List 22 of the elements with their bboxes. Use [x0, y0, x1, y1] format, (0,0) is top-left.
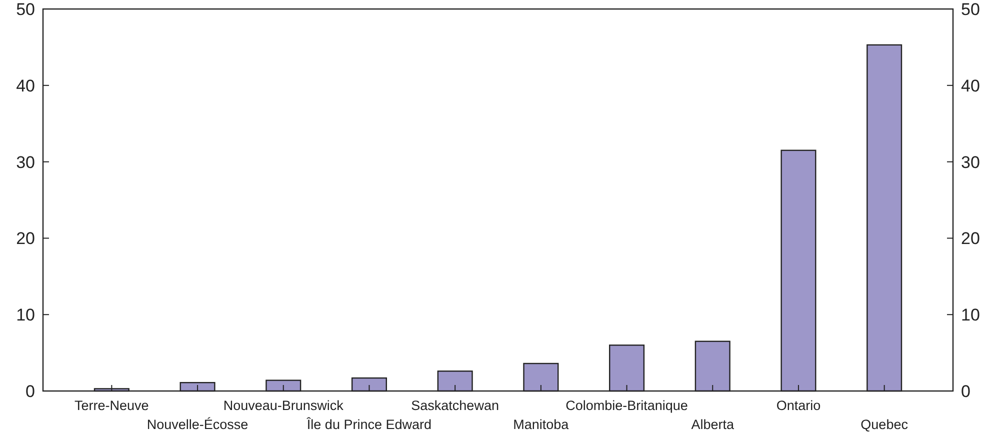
x-tick-label: Colombie-Britanique	[566, 398, 688, 413]
y2-tick-label: 20	[961, 229, 980, 248]
y2-tick-label: 30	[961, 152, 980, 172]
y2-tick-label: 10	[961, 306, 980, 325]
y-tick-label: 0	[26, 382, 35, 401]
y-tick-label: 50	[16, 0, 35, 19]
y2-tick-label: 40	[961, 76, 980, 96]
x-tick-label: Terre-Neuve	[74, 398, 149, 413]
y-tick-label: 30	[16, 152, 35, 172]
y-tick-label: 40	[16, 76, 35, 96]
x-tick-label: Manitoba	[513, 417, 570, 432]
y2-tick-label: 0	[961, 382, 970, 401]
x-tick-label: Île du Prince Edward	[306, 417, 432, 432]
y-tick-label: 20	[16, 229, 35, 248]
x-tick-label: Quebec	[860, 417, 908, 432]
x-tick-label: Saskatchewan	[411, 398, 499, 413]
x-tick-label: Nouveau-Brunswick	[223, 398, 344, 413]
y-tick-label: 10	[16, 306, 35, 325]
y2-tick-label: 50	[961, 0, 980, 19]
x-tick-label: Alberta	[691, 417, 734, 432]
x-tick-label: Nouvelle-Écosse	[146, 417, 248, 432]
x-tick-label: Ontario	[776, 398, 821, 413]
